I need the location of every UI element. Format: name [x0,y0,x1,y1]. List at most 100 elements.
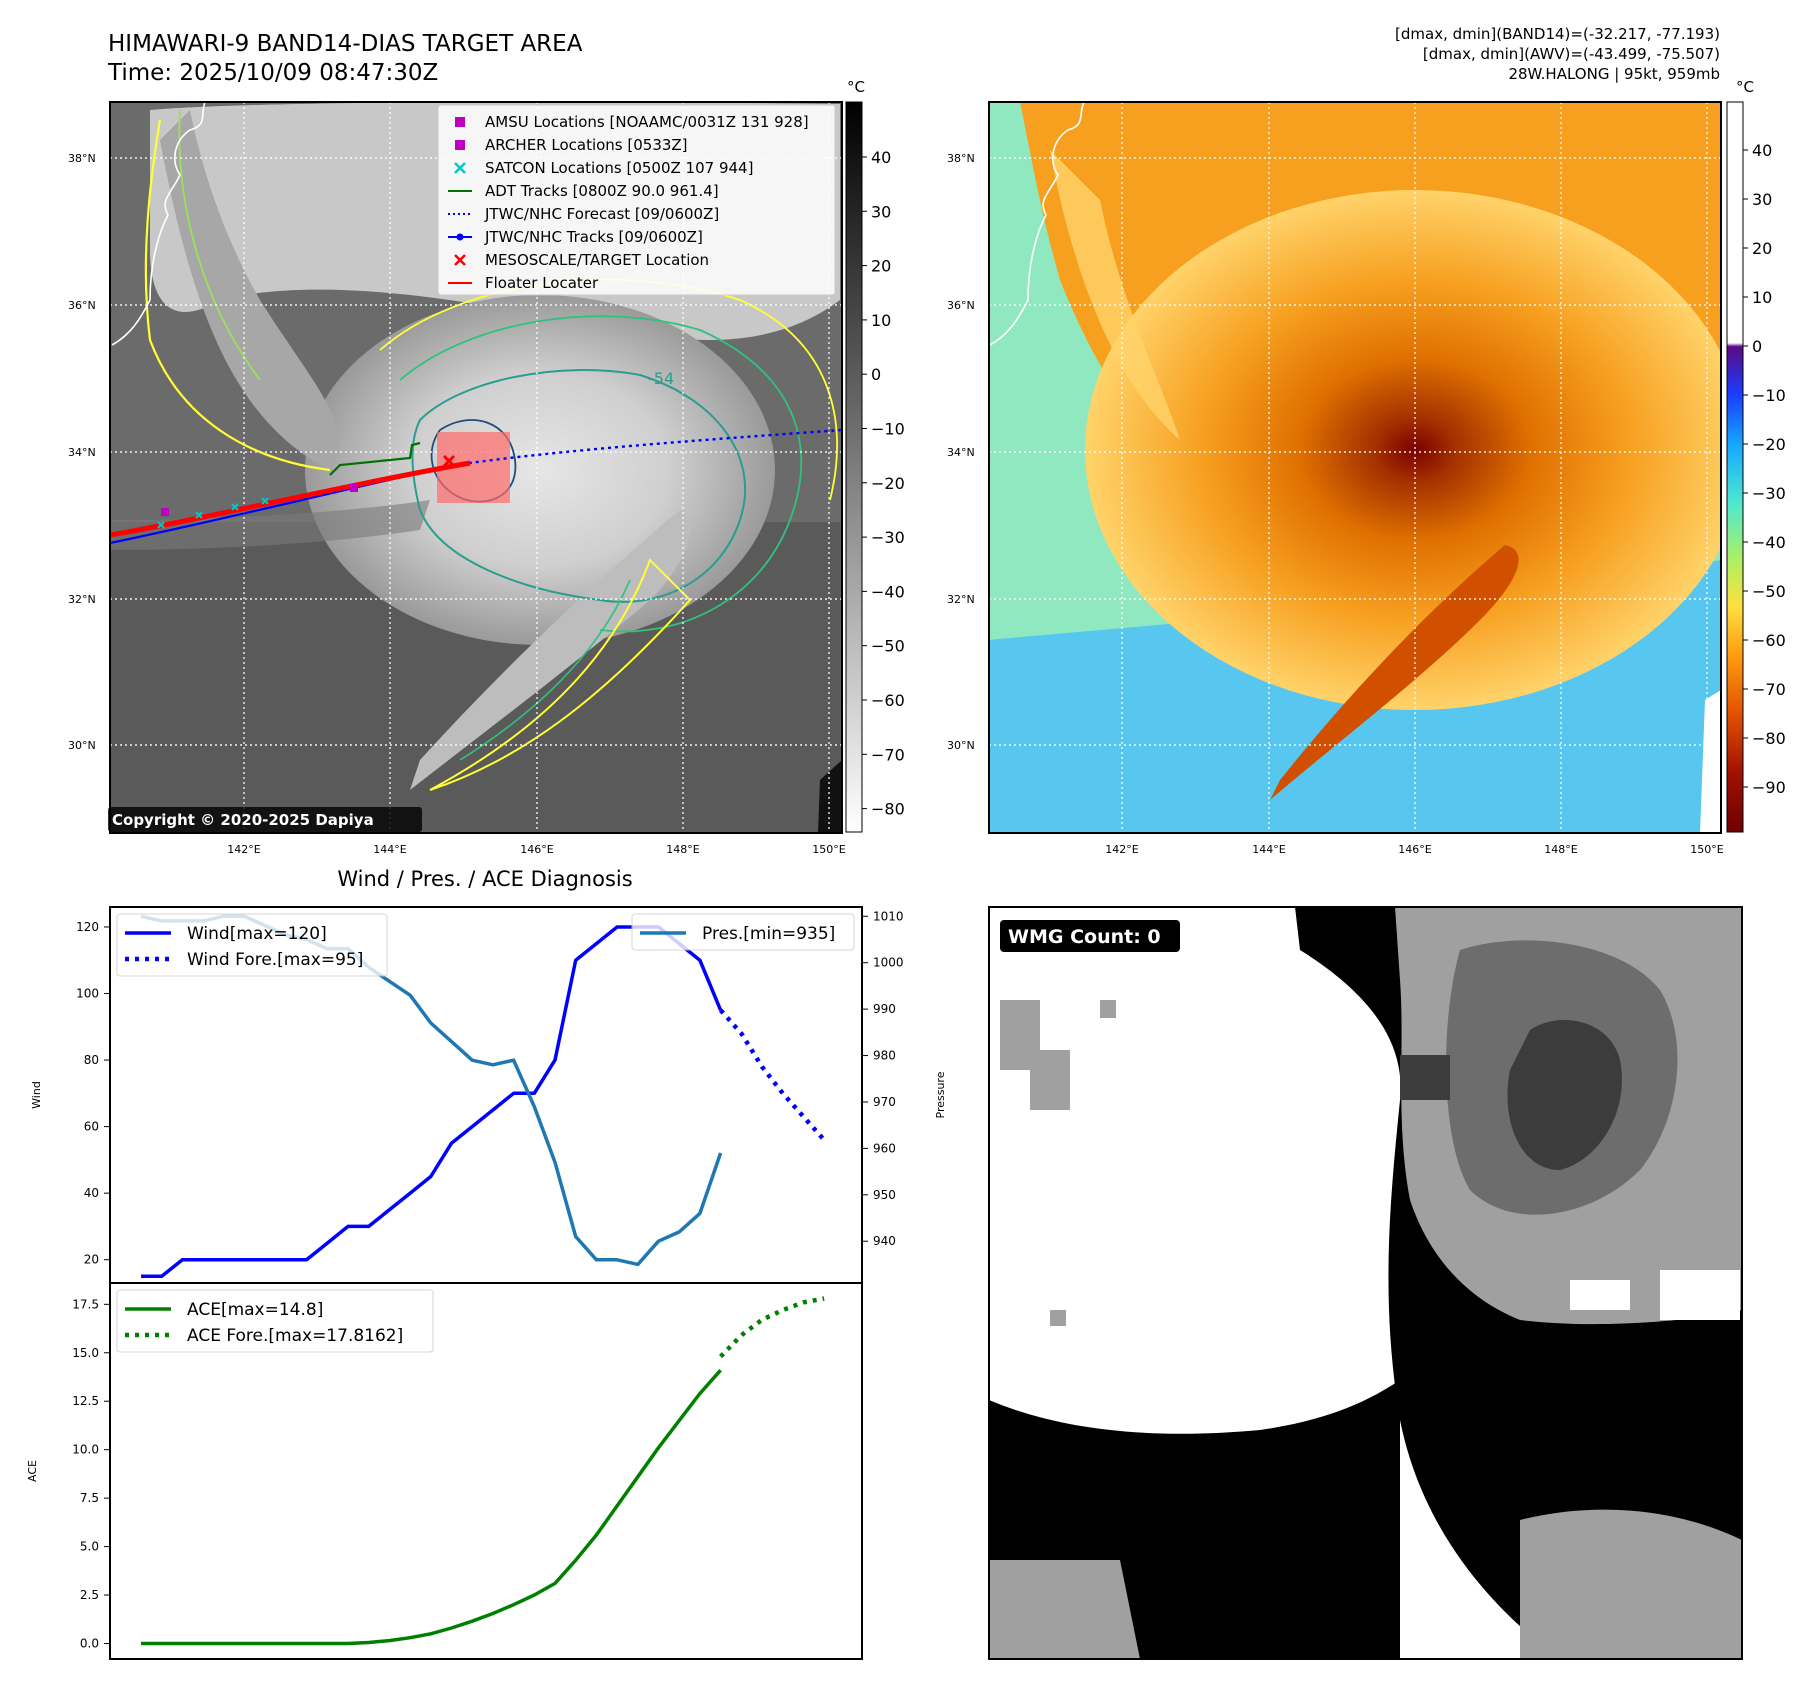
colorbar-tick-label: −60 [1752,631,1786,650]
legend-label: JTWC/NHC Forecast [09/0600Z] [484,205,719,223]
y-tick-label: 20 [84,1253,99,1267]
mesoscale-target-marker [442,454,456,468]
band14-colorbar: °C 40 30 20 10 0 −10 −20 −30 −40 −50 −60 −70 −80 [845,78,905,833]
legend-item: ARCHER Locations [0533Z] [455,136,688,154]
copyright-label: Copyright © 2020-2025 Dapiya [112,811,374,829]
legend-label: JTWC/NHC Tracks [09/0600Z] [484,228,703,246]
chart-legend-label: ACE Fore.[max=17.8162] [187,1326,403,1346]
map-lat-label: 38°N [68,152,96,165]
legend-marker-dot [456,233,464,241]
colorbar-tick-label: −60 [871,691,905,710]
chart-legend-label: Pres.[min=935] [702,924,835,944]
y2-tick-label: 1010 [873,909,904,923]
colorbar-tick-label: 40 [871,148,891,167]
colorbar-tick-label: −70 [871,745,905,764]
colorbar-tick-label: −90 [1752,778,1786,797]
colorbar-tick-label: −80 [1752,729,1786,748]
series-line [141,1369,722,1646]
diagnosis-title: Wind / Pres. / ACE Diagnosis [337,867,632,891]
y2-tick-label: 940 [873,1234,896,1248]
map-lat-label: 34°N [68,446,96,459]
wmg-panel: WMG Count: 0 [988,906,1743,1660]
stats-line1: [dmax, dmin](BAND14)=(-32.217, -77.193) [1395,25,1720,43]
colorbar-tick-label: −10 [871,420,905,439]
y2-tick-label: 980 [873,1049,896,1063]
chart-legend-label: Wind[max=120] [187,924,327,944]
map-lat-label: 34°N [947,446,975,459]
stats-line2: [dmax, dmin](AWV)=(-43.499, -75.507) [1423,45,1720,63]
map-lat-label: 30°N [947,739,975,752]
y-tick-label: 120 [76,920,99,934]
adt-track-line [329,441,421,476]
colorbar-tick-label: −30 [1752,484,1786,503]
legend-label: ADT Tracks [0800Z 90.0 961.4] [485,182,719,200]
map-lon-label: 144°E [1252,843,1285,856]
colorbar-tick-label: −40 [1752,533,1786,552]
colorbar-tick-label: 40 [1752,141,1772,160]
colorbar-tick-label: 20 [871,257,891,276]
legend-marker [454,254,466,266]
legend-marker [455,117,465,127]
legend-item: MESOSCALE/TARGET Location [454,251,709,269]
y2-tick-label: 1000 [873,956,904,970]
awv-colorbar-unit: °C [1736,78,1754,96]
y-tick-label: 60 [84,1120,99,1134]
colorbar-tick-label: 10 [1752,288,1772,307]
chart-legend: ACE[max=14.8] ACE Fore.[max=17.8162] [116,1289,434,1353]
y2-tick-label: 990 [873,1002,896,1016]
colorbar-tick-label: 0 [871,365,881,384]
archer-marker [350,484,358,492]
amsu-marker [161,508,169,516]
awv-colorbar: °C 40 30 20 10 0 −10 −20 −30 −40 −50 −60 −70 −80 −90 [1726,78,1786,833]
chart-legend: Wind[max=120] Wind Fore.[max=95] [116,913,388,977]
colorbar-tick-label: −20 [871,474,905,493]
y-tick-label: 5.0 [80,1540,99,1554]
legend-item: JTWC/NHC Forecast [09/0600Z] [448,205,719,223]
map-lat-label: 36°N [68,299,96,312]
y-tick-label: 10.0 [72,1443,99,1457]
map-lon-label: 150°E [1690,843,1723,856]
colorbar-tick-label: −80 [871,800,905,819]
colorbar-tick-label: −50 [1752,582,1786,601]
y-tick-label: 15.0 [72,1346,99,1360]
map-axis-labels: 38°N 36°N 34°N 32°N 30°N 142°E 144°E 146°E 148°E… [68,152,1724,856]
chart-legend-label: ACE[max=14.8] [187,1300,323,1320]
figure-title-line1: HIMAWARI-9 BAND14-DIAS TARGET AREA [108,31,583,57]
y-tick-label: 40 [84,1186,99,1200]
colorbar-tick-label: −10 [1752,386,1786,405]
colorbar-tick-label: −40 [871,582,905,601]
legend-item: Floater Locater [448,274,599,292]
map-lon-label: 142°E [1105,843,1138,856]
map-lon-label: 142°E [227,843,260,856]
band14-map: -54 AMSU Locations [NOAAMC/0031Z 131 928… [108,101,843,834]
y-tick-label: 2.5 [80,1588,99,1602]
map-lon-label: 150°E [812,843,845,856]
legend-label: ARCHER Locations [0533Z] [485,136,688,154]
colorbar-tick-label: −70 [1752,680,1786,699]
map-lon-label: 144°E [373,843,406,856]
legend-label: AMSU Locations [NOAAMC/0031Z 131 928] [485,113,809,131]
y2-tick-label: 950 [873,1188,896,1202]
stats-line3: 28W.HALONG | 95kt, 959mb [1508,65,1720,83]
diagnosis-charts: Wind / Pres. / ACE Diagnosis Wind Pressu… [26,867,947,1660]
legend-marker [454,162,466,174]
y-tick-label: 12.5 [72,1394,99,1408]
series-line [718,1008,826,1142]
legend-marker [455,140,465,150]
map-lat-label: 30°N [68,739,96,752]
y-tick-label: 100 [76,987,99,1001]
colorbar-tick-label: 10 [871,311,891,330]
floater-locater-line [110,460,471,538]
chart-legend-label: Wind Fore.[max=95] [187,950,363,970]
map-lon-label: 146°E [520,843,553,856]
figure-title-line2: Time: 2025/10/09 08:47:30Z [107,60,438,86]
y-tick-label: 7.5 [80,1491,99,1505]
awv-map [988,101,1722,834]
y-tick-label: 17.5 [72,1297,99,1311]
chart-legend: Pres.[min=935] [631,913,855,951]
ace-axis-label: ACE [26,1460,39,1482]
colorbar-tick-label: 30 [871,202,891,221]
legend-label: MESOSCALE/TARGET Location [485,251,709,269]
y-tick-label: 0.0 [80,1636,99,1650]
